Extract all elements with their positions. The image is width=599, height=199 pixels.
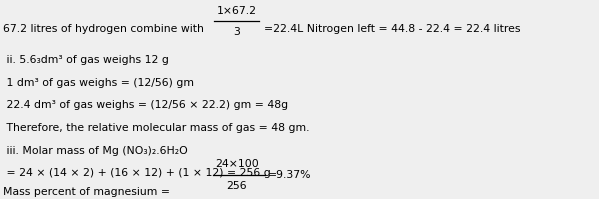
Text: 24×100: 24×100 — [214, 159, 259, 169]
Text: =22.4L Nitrogen left = 44.8 - 22.4 = 22.4 litres: =22.4L Nitrogen left = 44.8 - 22.4 = 22.… — [264, 24, 520, 34]
Text: 1 dm³ of gas weighs = (12/56) gm: 1 dm³ of gas weighs = (12/56) gm — [3, 78, 194, 88]
Text: 22.4 dm³ of gas weighs = (12/56 × 22.2) gm = 48g: 22.4 dm³ of gas weighs = (12/56 × 22.2) … — [3, 100, 288, 110]
Text: ii. 5.6₃dm³ of gas weighs 12 g: ii. 5.6₃dm³ of gas weighs 12 g — [3, 55, 169, 65]
Text: Therefore, the relative molecular mass of gas = 48 gm.: Therefore, the relative molecular mass o… — [3, 123, 310, 133]
Text: =9.37%: =9.37% — [268, 170, 311, 180]
Text: 67.2 litres of hydrogen combine with: 67.2 litres of hydrogen combine with — [3, 24, 204, 34]
Text: 3: 3 — [233, 27, 240, 37]
Text: iii. Molar mass of Mg (NO₃)₂.6H₂O: iii. Molar mass of Mg (NO₃)₂.6H₂O — [3, 146, 187, 156]
Text: 256: 256 — [226, 181, 247, 191]
Text: = 24 × (14 × 2) + (16 × 12) + (1 × 12) = 256 g: = 24 × (14 × 2) + (16 × 12) + (1 × 12) =… — [3, 168, 271, 178]
Text: 1×67.2: 1×67.2 — [217, 6, 256, 16]
Text: Mass percent of magnesium =: Mass percent of magnesium = — [3, 187, 174, 197]
